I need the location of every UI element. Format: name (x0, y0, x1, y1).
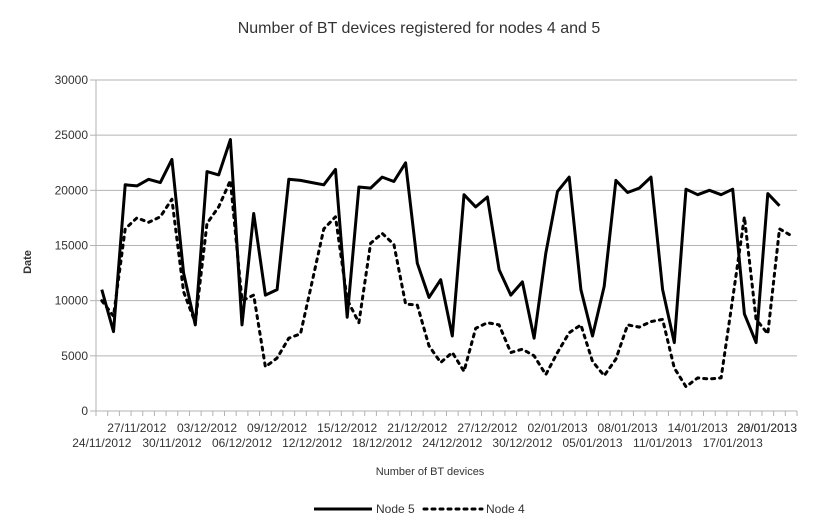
x-tick-label: 21/12/2012 (387, 421, 447, 435)
x-tick-label: 17/01/2013 (703, 436, 763, 450)
y-axis-ticks: 0 5000 10000 15000 20000 25000 30000 (55, 73, 96, 418)
series-line-node-5 (100, 138, 781, 345)
x-tick-label: 12/12/2012 (282, 436, 342, 450)
y-axis-title: Date (22, 250, 34, 274)
x-tick-label: 14/01/2013 (668, 421, 728, 435)
x-tick-label: 27/11/2012 (107, 421, 166, 435)
x-tick-label: 05/01/2013 (563, 436, 623, 450)
x-tick-label: 08/01/2013 (598, 421, 658, 435)
x-tick-label: 30/11/2012 (142, 436, 201, 450)
x-tick-label: 24/12/2012 (422, 436, 482, 450)
series-line-node-4 (100, 178, 793, 389)
y-tick-label: 25000 (55, 128, 89, 142)
y-tick-label: 10000 (55, 294, 89, 308)
x-tick-label: 30/12/2012 (492, 436, 552, 450)
series-layer (100, 138, 793, 389)
x-tick-label: 06/12/2012 (212, 436, 272, 450)
gridlines (96, 79, 797, 357)
legend: Node 5 Node 4 (314, 502, 525, 516)
x-tick-label: 24/11/2012 (72, 436, 131, 450)
x-axis-title: Number of BT devices (376, 466, 485, 478)
y-tick-label: 15000 (55, 239, 89, 253)
y-tick-label: 0 (81, 404, 88, 418)
y-tick-label: 5000 (61, 349, 88, 363)
y-tick-label: 30000 (55, 73, 89, 87)
x-tick-label: 03/12/2012 (177, 421, 237, 435)
x-axis-ticks: 24/11/201227/11/201230/11/201203/12/2012… (72, 411, 798, 450)
x-tick-label: 02/01/2013 (527, 421, 587, 435)
x-tick-label: 23/01/2013 (737, 421, 797, 435)
x-tick-label: 18/12/2012 (352, 436, 412, 450)
x-tick-label: 27/12/2012 (457, 421, 517, 435)
chart-title: Number of BT devices registered for node… (238, 20, 601, 37)
x-tick-label: 15/12/2012 (317, 421, 377, 435)
x-tick-label: 11/01/2013 (633, 436, 692, 450)
x-tick-label: 20/01/2013 (737, 421, 797, 435)
legend-label-node-5: Node 5 (376, 502, 415, 516)
y-tick-label: 20000 (55, 183, 89, 197)
x-tick-label: 09/12/2012 (247, 421, 307, 435)
legend-label-node-4: Node 4 (486, 502, 525, 516)
